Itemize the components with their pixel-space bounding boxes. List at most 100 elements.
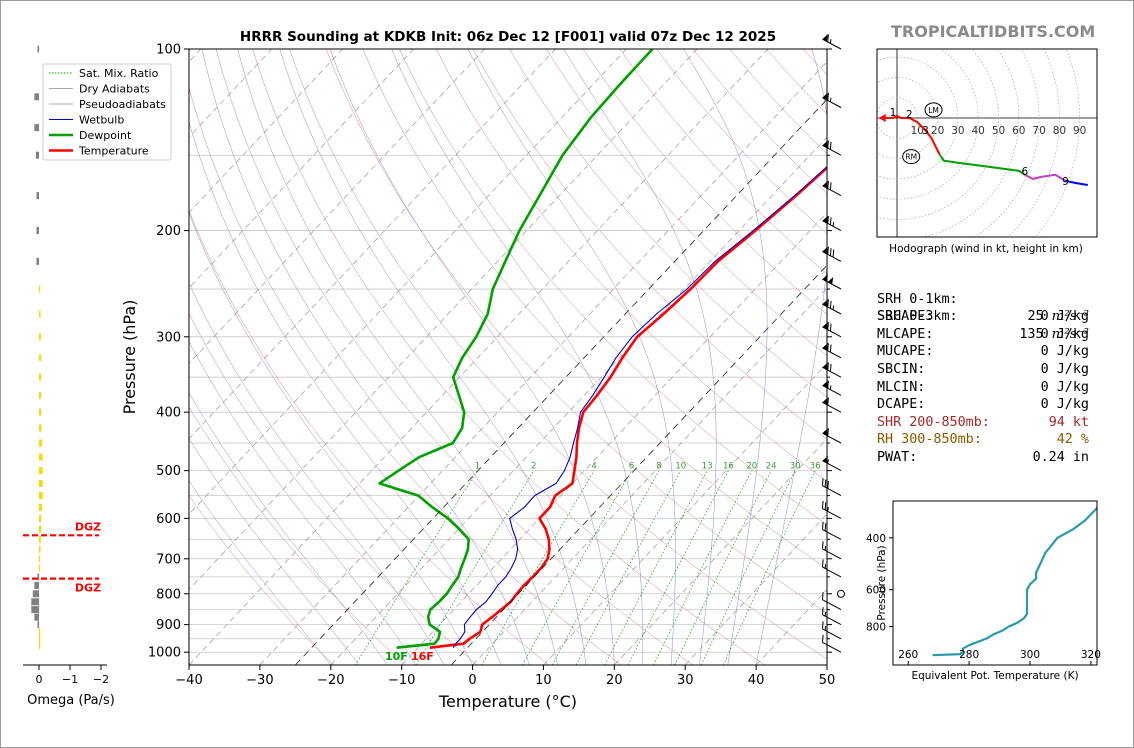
omega-bar (39, 373, 42, 381)
theta-e-xlabel: Equivalent Pot. Temperature (K) (911, 670, 1078, 682)
profile-temperature (429, 166, 827, 649)
pseudoadiabat (391, 49, 644, 665)
stat-label: PWAT: (877, 449, 918, 465)
omega-bar (39, 354, 42, 362)
barb-full (827, 428, 829, 436)
mixing-ratio-label: 2 (531, 462, 536, 472)
barb-flag (822, 362, 828, 370)
barb-full (829, 323, 832, 332)
hodograph-ring (877, 77, 938, 159)
omega-bar (39, 439, 43, 447)
x-tick-label: 50 (819, 673, 836, 688)
barb-full (821, 500, 824, 509)
barb-half (824, 564, 827, 569)
pseudoadiabat (189, 212, 473, 665)
barb-flag (822, 321, 828, 330)
mixing-ratio-line (700, 470, 796, 665)
mixing-ratio-label: 8 (656, 462, 661, 472)
hodograph-ring-label: 10 (911, 125, 924, 137)
omega-bar (39, 333, 41, 341)
barb-flag (822, 397, 828, 405)
hodograph-trace (1065, 179, 1088, 186)
stat-value: 0.24 in (1032, 449, 1089, 465)
dry-adiabat (189, 406, 406, 665)
stat-value: 0 J/kg (1040, 309, 1089, 325)
mixing-ratio-line (627, 470, 729, 665)
x-tick-label: 30 (677, 673, 694, 688)
barb-full (829, 248, 832, 256)
barb-full (821, 621, 824, 629)
pseudoadiabat (563, 49, 717, 665)
barb-full (821, 478, 824, 486)
legend-sat-mix-ratio: Sat. Mix. Ratio (79, 67, 159, 80)
isotherm (189, 49, 414, 289)
legend-pseudoadiabats: Pseudoadiabats (79, 98, 166, 111)
x-tick-label: −40 (175, 673, 202, 688)
hodograph-height-label: 9 (1062, 176, 1069, 188)
stat-value: 0 J/kg (1040, 361, 1089, 377)
barb-shaft (822, 599, 842, 611)
omega-bar (39, 285, 41, 293)
stat-label: SBCIN: (877, 361, 926, 377)
mixing-ratio-label: 10 (675, 462, 686, 472)
wind-barb (822, 455, 842, 472)
x-tick-label: −10 (388, 673, 415, 688)
dry-adiabat (582, 49, 827, 315)
barb-full (821, 634, 824, 643)
pseudoadiabat (189, 340, 417, 665)
stat-row: RH 300-850mb: 42 % (877, 431, 1089, 449)
barb-half (824, 611, 827, 617)
stat-row: PWAT: 0.24 in (877, 449, 1089, 467)
hodograph-ring (974, 49, 1040, 237)
wind-barb (822, 140, 842, 156)
wind-barb (822, 274, 842, 290)
mixing-ratio-label: 13 (702, 462, 713, 472)
wind-barb (837, 589, 845, 598)
wind-barb (821, 607, 842, 626)
legend-dry-adiabats: Dry Adiabats (79, 83, 150, 96)
barb-half (829, 97, 832, 102)
isotherm (614, 438, 827, 665)
barb-shaft (822, 220, 842, 232)
hodograph-panel: 10 20 30 40 50 60 70 80 90 1 23 6 9 LM RM Hodograph (w… (876, 48, 1098, 255)
mixing-ratio-line (674, 470, 772, 665)
wind-barb (822, 362, 842, 378)
stat-row: SBCAPE: 0 J/kg (877, 308, 1089, 326)
dashed-reference-line (295, 98, 827, 665)
barb-half (824, 546, 827, 551)
isotherm (189, 49, 698, 591)
barb-full (827, 215, 829, 224)
omega-bar (37, 573, 40, 581)
y-tick-label: 400 (156, 406, 181, 421)
stat-value: 94 kt (1048, 414, 1089, 430)
wind-barb (821, 541, 842, 560)
dry-adiabat (546, 49, 827, 356)
barb-flag (822, 34, 828, 42)
isotherm (330, 136, 827, 665)
pseudoadiabat (189, 121, 502, 665)
stat-label: MLCIN: (877, 379, 926, 395)
barb-shaft (822, 326, 842, 338)
barb-half (832, 222, 835, 227)
mixing-ratio-line (354, 470, 478, 665)
dry-adiabat (362, 49, 827, 570)
theta-e-line (932, 506, 1097, 657)
pseudoadiabat (467, 49, 676, 665)
dry-adiabat (252, 49, 765, 665)
hodograph-ring (877, 56, 959, 180)
pseudoadiabat (189, 437, 360, 665)
wind-barb (821, 559, 842, 578)
stat-label: SRH 0-1km: (877, 291, 958, 307)
hodograph-trace (1024, 173, 1067, 182)
omega-bar (39, 424, 42, 432)
dgz-label: DGZ (75, 582, 101, 595)
hodograph-ring (877, 97, 918, 139)
dashed-reference-line (450, 264, 827, 665)
barb-shaft (822, 251, 842, 262)
omega-bar (37, 621, 40, 629)
skewt-frame (188, 48, 828, 666)
barb-half (827, 507, 829, 512)
omega-xlabel: Omega (Pa/s) (27, 693, 115, 708)
brand-watermark: TROPICALTIDBITS.COM (891, 22, 1096, 41)
